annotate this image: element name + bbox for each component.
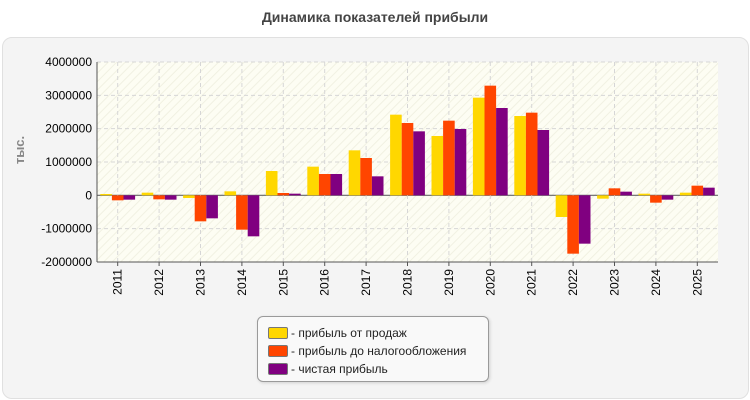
y-axis-label: тыс.	[12, 136, 27, 164]
bar	[277, 193, 290, 196]
y-tick-label: 1000000	[45, 155, 92, 169]
legend-label: - чистая прибыль	[291, 362, 388, 376]
legend-label: - прибыль от продаж	[291, 326, 407, 340]
bar	[514, 116, 526, 196]
bar	[578, 195, 591, 244]
x-tick-label: 2014	[235, 269, 249, 296]
legend-item: - прибыль до налогообложения	[258, 342, 488, 360]
bar	[555, 195, 568, 217]
bar	[100, 194, 112, 196]
bar	[307, 166, 319, 196]
bar	[484, 85, 497, 196]
x-tick-label: 2021	[525, 269, 539, 296]
y-tick-label: 2000000	[45, 122, 92, 136]
bar	[153, 195, 165, 200]
bar	[454, 129, 467, 196]
bars-layer	[100, 85, 715, 254]
bar	[638, 193, 651, 196]
x-tick-label: 2019	[442, 269, 456, 296]
bar	[194, 195, 207, 222]
axes-layer	[96, 62, 718, 266]
bar	[164, 195, 177, 200]
legend: - прибыль от продаж - прибыль до налогооб…	[257, 316, 489, 382]
y-tick-label: 3000000	[45, 88, 92, 102]
bar	[123, 195, 136, 200]
y-tick-label: 4000000	[45, 55, 92, 69]
x-tick-label: 2012	[152, 269, 166, 296]
x-tick-label: 2013	[194, 269, 208, 296]
bar	[472, 97, 485, 196]
y-tick-label: -2000000	[41, 255, 92, 269]
bar	[401, 123, 414, 196]
legend-swatch	[268, 363, 288, 375]
bar	[348, 150, 361, 196]
bar	[567, 195, 579, 254]
x-tick-label: 2018	[401, 269, 415, 296]
bar	[650, 195, 662, 203]
bar	[620, 191, 632, 196]
bar	[224, 191, 237, 196]
legend-item: - прибыль от продаж	[258, 324, 488, 342]
x-tick-label: 2022	[566, 269, 580, 296]
bar	[330, 174, 343, 196]
bar	[496, 108, 508, 196]
labels-layer: 4000000 3000000 2000000 1000000 0 -1000000 -20…	[41, 55, 704, 296]
x-tick-label: 2023	[608, 269, 622, 296]
bar	[525, 112, 538, 196]
bar	[703, 187, 715, 196]
legend-item: - чистая прибыль	[258, 360, 488, 378]
bar	[247, 195, 260, 237]
bar	[111, 195, 124, 201]
legend-label: - прибыль до налогообложения	[291, 344, 467, 358]
bar	[206, 195, 218, 219]
bar	[679, 192, 692, 196]
bar	[431, 136, 444, 196]
legend-swatch	[268, 345, 288, 357]
bar	[443, 120, 455, 196]
bar	[289, 193, 301, 196]
bar	[183, 195, 195, 198]
bar	[537, 130, 550, 196]
bar	[265, 171, 278, 196]
chart-title: Динамика показателей прибыли	[261, 9, 489, 25]
y-tick-label: -1000000	[41, 222, 92, 236]
bar	[318, 174, 331, 196]
x-tick-label: 2020	[483, 269, 497, 296]
bar	[608, 188, 621, 196]
bar	[141, 192, 154, 196]
bar	[413, 131, 425, 196]
bar	[691, 185, 704, 196]
legend-swatch	[268, 327, 288, 339]
x-tick-label: 2011	[111, 269, 125, 295]
x-tick-label: 2015	[276, 269, 290, 296]
bar	[390, 114, 402, 196]
x-tick-label: 2017	[359, 269, 373, 296]
y-tick-label: 0	[85, 188, 92, 202]
bar	[360, 158, 372, 196]
x-tick-label: 2025	[690, 269, 704, 296]
bar	[597, 195, 609, 199]
x-tick-label: 2016	[318, 269, 332, 296]
x-tick-label: 2024	[649, 269, 663, 296]
bar	[236, 195, 248, 230]
bar	[371, 176, 384, 196]
bar	[661, 195, 674, 200]
